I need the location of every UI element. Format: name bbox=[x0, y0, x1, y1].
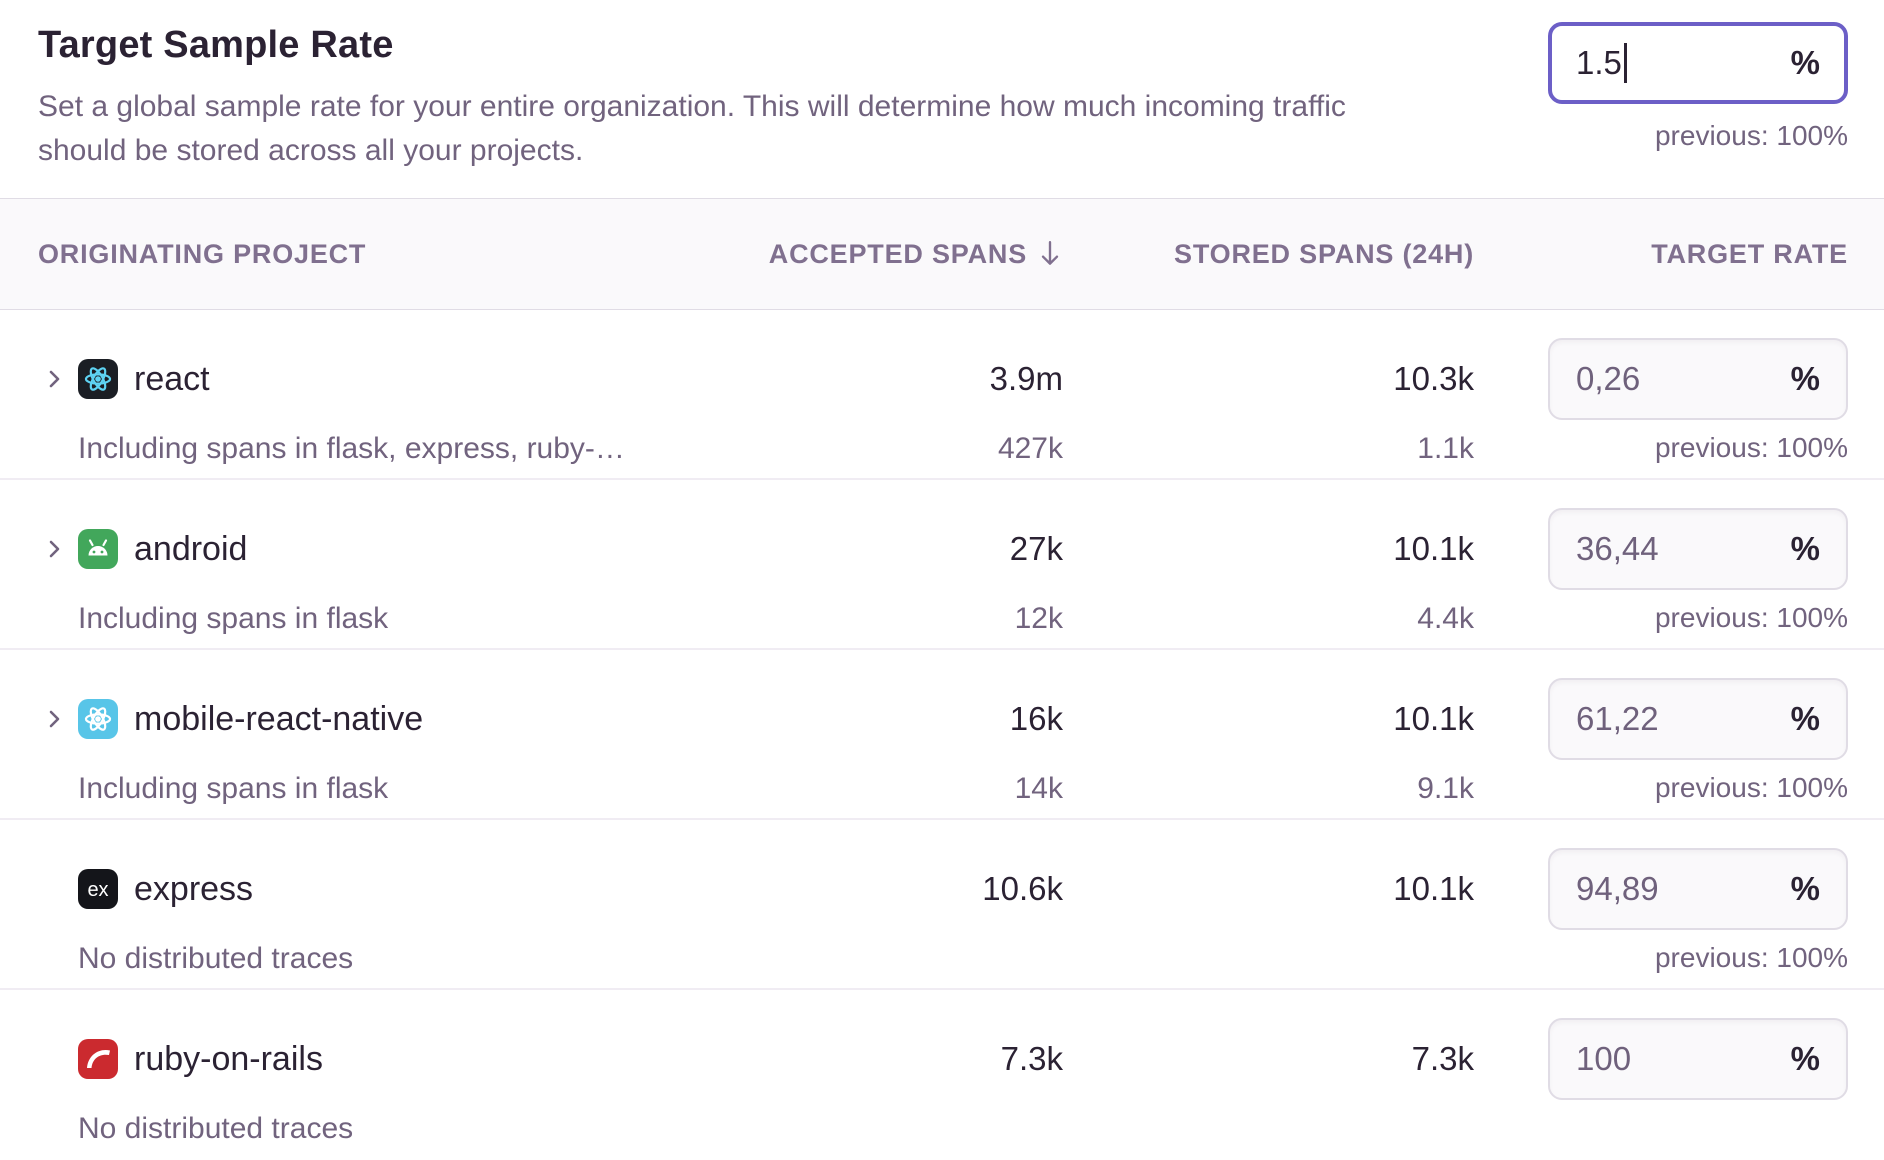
accepted-spans-value: 27k bbox=[1009, 530, 1063, 567]
global-rate-value: 1.5 bbox=[1576, 44, 1622, 81]
target-rate-input[interactable]: 61,22 % bbox=[1548, 678, 1848, 760]
percent-unit: % bbox=[1790, 1040, 1820, 1077]
column-accepted-spans-sort[interactable]: ACCEPTED SPANS bbox=[763, 239, 1063, 270]
stored-spans-subvalue: 1.1k bbox=[1417, 432, 1474, 465]
column-originating-project: ORIGINATING PROJECT bbox=[38, 238, 367, 269]
project-cell: ex express bbox=[38, 869, 763, 909]
text-caret bbox=[1623, 43, 1627, 83]
row-note: No distributed traces bbox=[78, 1112, 354, 1145]
page-description: Set a global sample rate for your entire… bbox=[38, 90, 1346, 167]
target-rate-input[interactable]: 100 % bbox=[1548, 1018, 1848, 1100]
row-note: Including spans in flask, express, ruby-… bbox=[78, 432, 625, 465]
project-cell: react bbox=[38, 359, 763, 399]
expand-chevron-icon[interactable] bbox=[42, 707, 66, 731]
expand-chevron-icon[interactable] bbox=[42, 367, 66, 391]
project-name: react bbox=[134, 359, 210, 398]
column-target-rate: TARGET RATE bbox=[1651, 238, 1848, 269]
express-icon: ex bbox=[78, 869, 118, 909]
rails-icon bbox=[78, 1039, 118, 1079]
svg-text:ex: ex bbox=[87, 879, 108, 901]
target-rate-input[interactable]: 0,26 % bbox=[1548, 338, 1848, 420]
table-row: ex express 10.6k 10.1k 94,89 % No distri… bbox=[0, 820, 1884, 990]
stored-spans-value: 10.1k bbox=[1393, 700, 1474, 737]
percent-unit: % bbox=[1790, 870, 1820, 907]
accepted-spans-value: 3.9m bbox=[989, 360, 1063, 397]
percent-unit: % bbox=[1790, 700, 1820, 737]
previous-rate-label: previous: 100% bbox=[1654, 602, 1848, 633]
row-note: Including spans in flask bbox=[78, 772, 389, 805]
target-rate-input[interactable]: 36,44 % bbox=[1548, 508, 1848, 590]
stored-spans-subvalue: 9.1k bbox=[1417, 772, 1474, 805]
table-header: ORIGINATING PROJECT ACCEPTED SPANS STORE… bbox=[0, 198, 1884, 310]
project-cell: mobile-react-native bbox=[38, 699, 763, 739]
expand-chevron-icon[interactable] bbox=[42, 537, 66, 561]
previous-rate-label: previous: 100% bbox=[1654, 772, 1848, 803]
stored-spans-value: 7.3k bbox=[1411, 1040, 1474, 1077]
column-accepted-spans-label: ACCEPTED SPANS bbox=[768, 238, 1027, 269]
global-sample-rate-input[interactable]: 1.5 % bbox=[1548, 22, 1848, 104]
project-name: mobile-react-native bbox=[134, 699, 424, 738]
column-stored-spans: STORED SPANS (24H) bbox=[1174, 238, 1474, 269]
project-cell: ruby-on-rails bbox=[38, 1039, 763, 1079]
project-icon bbox=[78, 699, 118, 739]
project-name: ruby-on-rails bbox=[134, 1039, 323, 1078]
percent-unit: % bbox=[1790, 44, 1820, 81]
sort-descending-icon bbox=[1041, 241, 1059, 265]
stored-spans-value: 10.3k bbox=[1393, 360, 1474, 397]
percent-unit: % bbox=[1790, 360, 1820, 397]
target-rate-value: 0,26 bbox=[1576, 360, 1641, 397]
project-name: android bbox=[134, 529, 248, 568]
accepted-spans-subvalue: 427k bbox=[997, 432, 1063, 465]
row-note: No distributed traces bbox=[78, 942, 354, 975]
target-rate-value: 36,44 bbox=[1576, 530, 1659, 567]
table-row: react 3.9m 10.3k 0,26 % Including spans … bbox=[0, 310, 1884, 480]
previous-rate-label: previous: 100% bbox=[1654, 942, 1848, 973]
project-icon bbox=[78, 1039, 118, 1079]
table-row: ruby-on-rails 7.3k 7.3k 100 % No distrib… bbox=[0, 990, 1884, 1160]
accepted-spans-value: 16k bbox=[1009, 700, 1063, 737]
stored-spans-value: 10.1k bbox=[1393, 870, 1474, 907]
projects-table: react 3.9m 10.3k 0,26 % Including spans … bbox=[0, 310, 1884, 1160]
target-rate-input[interactable]: 94,89 % bbox=[1548, 848, 1848, 930]
project-icon: ex bbox=[78, 869, 118, 909]
target-rate-value: 100 bbox=[1576, 1040, 1632, 1077]
project-cell: android bbox=[38, 529, 763, 569]
previous-rate-label: previous: 100% bbox=[1654, 432, 1848, 463]
target-rate-value: 61,22 bbox=[1576, 700, 1659, 737]
percent-unit: % bbox=[1790, 530, 1820, 567]
stored-spans-subvalue: 4.4k bbox=[1417, 602, 1474, 635]
table-row: android 27k 10.1k 36,44 % Including span… bbox=[0, 480, 1884, 650]
accepted-spans-subvalue: 12k bbox=[1014, 602, 1063, 635]
accepted-spans-value: 7.3k bbox=[1000, 1040, 1063, 1077]
table-row: mobile-react-native 16k 10.1k 61,22 % In… bbox=[0, 650, 1884, 820]
project-icon bbox=[78, 529, 118, 569]
react-icon bbox=[78, 359, 118, 399]
android-icon bbox=[78, 529, 118, 569]
page-title: Target Sample Rate bbox=[38, 24, 394, 66]
project-icon bbox=[78, 359, 118, 399]
target-rate-value: 94,89 bbox=[1576, 870, 1659, 907]
row-note: Including spans in flask bbox=[78, 602, 389, 635]
accepted-spans-value: 10.6k bbox=[982, 870, 1063, 907]
react-native-icon bbox=[78, 699, 118, 739]
project-name: express bbox=[134, 869, 254, 908]
stored-spans-value: 10.1k bbox=[1393, 530, 1474, 567]
previous-rate-label: previous: 100% bbox=[1654, 120, 1848, 151]
accepted-spans-subvalue: 14k bbox=[1014, 772, 1063, 805]
